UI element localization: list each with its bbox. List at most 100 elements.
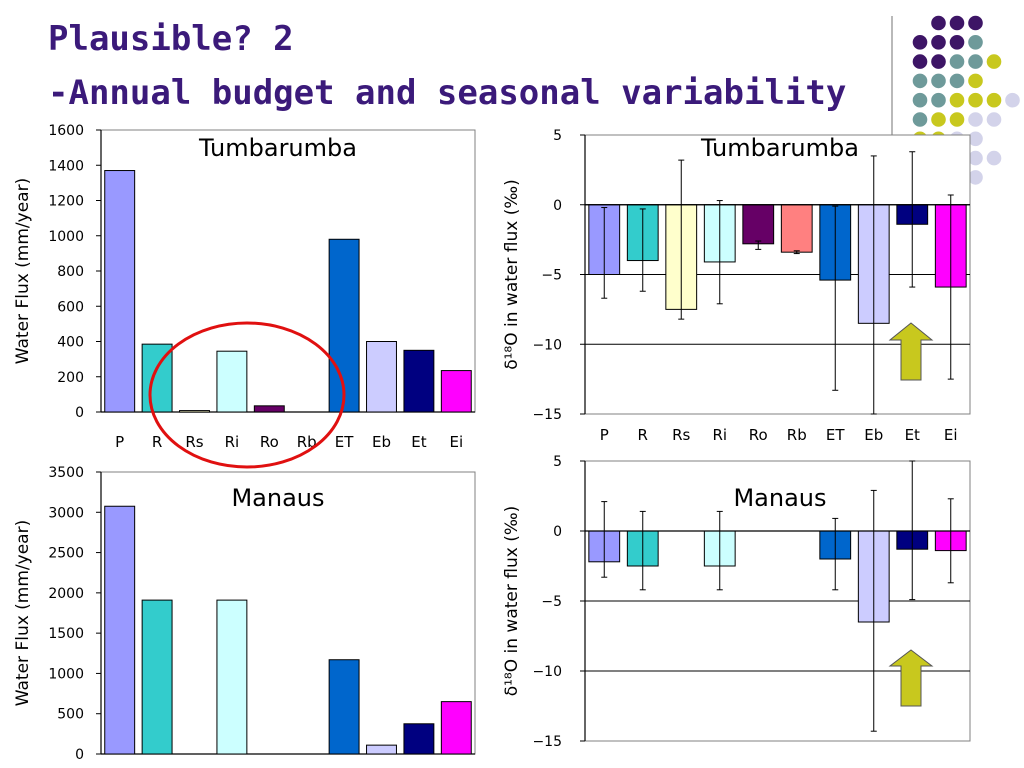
x-tick-label: Rb bbox=[297, 433, 317, 451]
y-tick-label: 200 bbox=[57, 370, 84, 386]
y-tick-label: 0 bbox=[75, 405, 84, 421]
y-tick-label: −10 bbox=[532, 664, 562, 680]
y-tick-label: 1500 bbox=[48, 626, 84, 642]
decor-dot bbox=[912, 92, 928, 108]
y-axis-label: Water Flux (mm/year) bbox=[13, 520, 33, 706]
y-tick-label: 1000 bbox=[48, 666, 84, 682]
x-tick-label: Ri bbox=[225, 433, 240, 451]
y-tick-label: 400 bbox=[57, 335, 84, 351]
bar bbox=[179, 410, 210, 413]
bar bbox=[104, 505, 136, 755]
y-axis-label: Water Flux (mm/year) bbox=[13, 178, 33, 364]
y-tick-label: 1200 bbox=[48, 194, 84, 210]
x-tick-label: ET bbox=[826, 426, 845, 444]
bar bbox=[366, 744, 397, 755]
decor-dot bbox=[931, 92, 946, 108]
x-tick-label: Eb bbox=[372, 433, 391, 451]
x-tick-label: Rb bbox=[787, 426, 807, 444]
x-tick-label: Eb bbox=[864, 426, 883, 444]
decor-dot bbox=[931, 35, 946, 50]
bar bbox=[141, 599, 173, 755]
chart-title: Tumbarumba bbox=[198, 134, 357, 162]
decor-dot bbox=[912, 112, 928, 127]
y-tick-label: 500 bbox=[57, 707, 84, 723]
bar bbox=[440, 370, 472, 413]
y-tick-label: 1000 bbox=[48, 229, 84, 245]
bar bbox=[403, 723, 435, 755]
y-tick-label: 0 bbox=[553, 198, 562, 214]
y-tick-label: 600 bbox=[57, 299, 84, 315]
y-tick-label: −10 bbox=[532, 337, 562, 353]
y-tick-label: 3000 bbox=[48, 505, 84, 521]
decor-dot bbox=[968, 131, 983, 147]
x-tick-label: Ro bbox=[260, 433, 279, 451]
slide-subtitle: -Annual budget and seasonal variability bbox=[48, 73, 847, 113]
y-tick-label: −5 bbox=[541, 268, 562, 284]
x-tick-label: Ro bbox=[749, 426, 768, 444]
bar bbox=[403, 349, 435, 413]
decorative-dot-grid bbox=[912, 15, 1020, 185]
x-tick-label: ET bbox=[335, 433, 354, 451]
decor-dot bbox=[968, 73, 983, 89]
decor-dot bbox=[949, 35, 965, 50]
x-tick-label: R bbox=[638, 426, 648, 444]
x-tick-label: Ei bbox=[449, 433, 463, 451]
y-tick-label: 1400 bbox=[48, 158, 84, 174]
decor-dot bbox=[931, 73, 946, 89]
arrow-annotation-tumbarumba bbox=[888, 322, 934, 381]
bar bbox=[780, 204, 813, 253]
decor-dot bbox=[931, 112, 946, 127]
decor-dot bbox=[949, 73, 965, 89]
highlight-circle bbox=[148, 321, 346, 469]
decor-dot bbox=[949, 15, 965, 31]
decor-dot bbox=[912, 54, 928, 69]
y-tick-label: 5 bbox=[553, 454, 562, 470]
decor-dot bbox=[968, 15, 983, 31]
slide-title: Plausible? 2 bbox=[48, 19, 294, 59]
decor-dot bbox=[968, 35, 983, 50]
x-tick-label: P bbox=[115, 433, 124, 451]
decor-dot bbox=[1005, 92, 1020, 108]
decor-dot bbox=[986, 150, 1002, 166]
decor-dot bbox=[931, 54, 946, 69]
x-tick-label: Rs bbox=[672, 426, 690, 444]
chart-title: Manaus bbox=[231, 484, 324, 512]
y-tick-label: 2500 bbox=[48, 546, 84, 562]
decor-dot bbox=[986, 54, 1002, 69]
decor-dot bbox=[968, 150, 983, 166]
decor-dot bbox=[949, 92, 965, 108]
y-tick-label: −5 bbox=[541, 594, 562, 610]
y-tick-label: 0 bbox=[75, 747, 84, 763]
decor-dot bbox=[986, 92, 1002, 108]
decor-dot bbox=[986, 112, 1002, 127]
x-tick-label: Et bbox=[411, 433, 426, 451]
y-tick-label: 800 bbox=[57, 264, 84, 280]
decor-dot bbox=[968, 170, 983, 185]
y-tick-label: 1600 bbox=[48, 123, 84, 139]
bar bbox=[216, 599, 248, 755]
decor-dot bbox=[968, 112, 983, 127]
y-axis-label: δ¹⁸O in water flux (‰) bbox=[502, 179, 522, 370]
arrow-annotation-manaus bbox=[888, 649, 934, 707]
y-tick-label: −15 bbox=[532, 407, 562, 423]
x-tick-label: Et bbox=[905, 426, 920, 444]
y-tick-label: 0 bbox=[553, 524, 562, 540]
decor-dot bbox=[968, 92, 983, 108]
bar bbox=[253, 405, 285, 413]
bar bbox=[328, 659, 360, 755]
y-axis-label: δ¹⁸O in water flux (‰) bbox=[502, 506, 522, 697]
y-tick-label: 3500 bbox=[48, 465, 84, 481]
x-tick-label: Ri bbox=[712, 426, 727, 444]
bar bbox=[440, 701, 472, 755]
decor-dot bbox=[931, 15, 946, 31]
bar bbox=[216, 350, 248, 413]
decor-dot bbox=[912, 35, 928, 50]
y-tick-label: 5 bbox=[553, 128, 562, 144]
x-tick-label: P bbox=[600, 426, 609, 444]
y-tick-label: −15 bbox=[532, 734, 562, 750]
chart-title: Tumbarumba bbox=[700, 134, 859, 162]
x-tick-label: Rs bbox=[185, 433, 203, 451]
decorative-divider bbox=[891, 16, 893, 186]
